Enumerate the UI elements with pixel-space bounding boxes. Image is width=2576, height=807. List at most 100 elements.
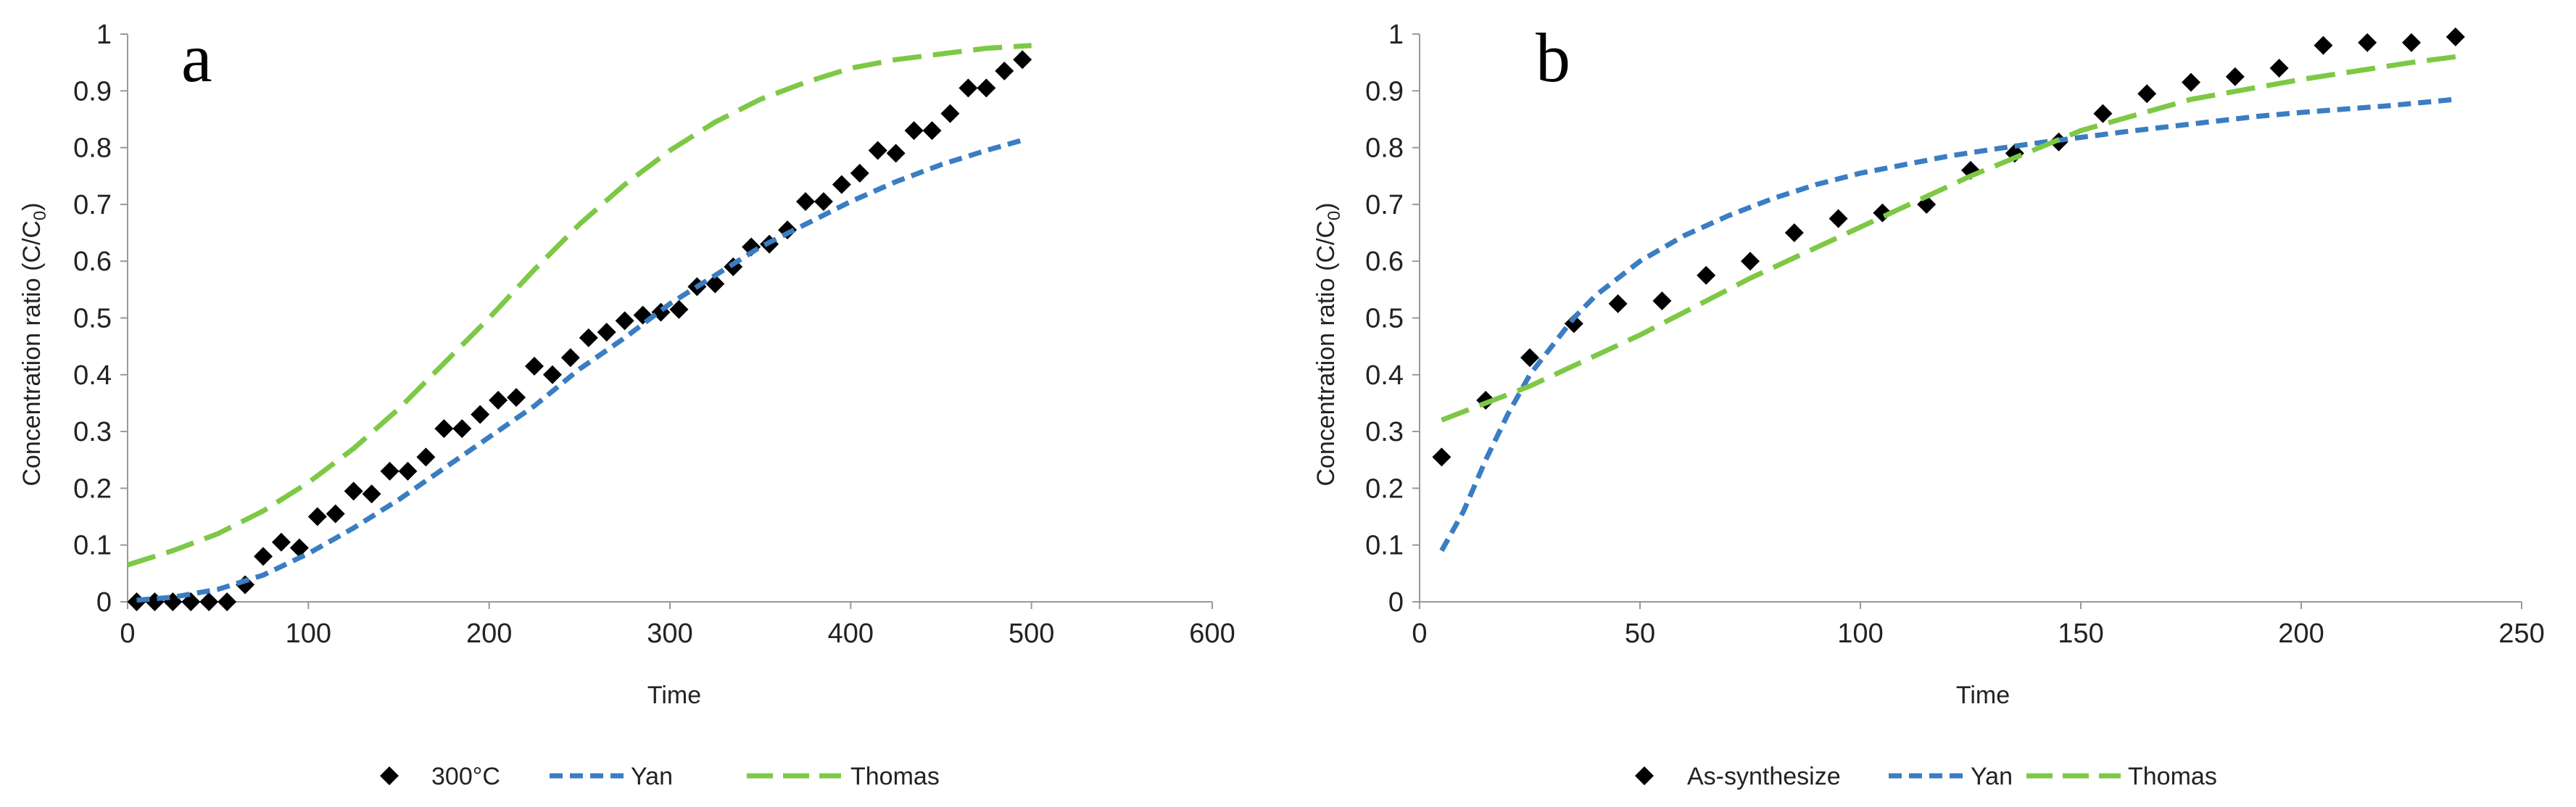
chart-a-y-tick-label: 0.4 (73, 360, 112, 391)
chart-a-y-tick-label: 1 (96, 20, 112, 50)
chart-a: 0 100 200 300 400 500 600 00.10.20.30.40.50.60… (18, 19, 1235, 790)
chart-b-y-tick-label: 0.2 (1365, 473, 1404, 504)
chart-a-y-tick-label: 0.1 (73, 531, 112, 561)
chart-b-y-tick-label: 0.3 (1365, 417, 1404, 447)
chart-a-y-tick-label: 0.6 (73, 247, 112, 277)
chart-b-y-tick-label: 0.9 (1365, 76, 1404, 107)
chart-a-data-point (597, 323, 616, 342)
chart-b-x-tick-label: 250 (2498, 618, 2544, 649)
chart-b-y-axis-label: Concentration ratio (C/C0) (1312, 202, 1344, 486)
chart-a-data-point (615, 311, 634, 331)
chart-b-x-tick-label: 200 (2278, 618, 2324, 649)
chart-a-data-point (796, 191, 815, 211)
chart-b: 0 50 100 150 200 250 0 0.1 0.2 0.3 0.4 0.5 0.6 0.7 0.… (1312, 19, 2545, 790)
chart-a-x-ticks: 0 100 200 300 400 500 600 (120, 602, 1235, 649)
chart-b-y-tick-label: 0.4 (1365, 360, 1404, 391)
chart-a-data-point (1013, 50, 1032, 70)
chart-a-data-point (289, 538, 309, 558)
chart-b-legend-label-as-synthesize: As-synthesize (1687, 763, 1841, 790)
chart-b-data-point (2182, 73, 2200, 92)
chart-a-x-axis-label: Time (647, 682, 701, 709)
chart-a-data-point (850, 163, 869, 183)
chart-b-legend-label-yan: Yan (1971, 763, 2013, 790)
chart-a-y-axis-label: Concentration ratio (C/C0) (18, 202, 50, 486)
chart-b-x-ticks: 0 50 100 150 200 250 (1412, 602, 2545, 649)
chart-b-data-point (1741, 252, 1760, 271)
chart-a-data-point (886, 144, 906, 163)
chart-b-x-tick-label: 100 (1837, 618, 1883, 649)
chart-a-data-point (542, 365, 562, 384)
chart-b-y-tick-label: 1 (1388, 20, 1404, 50)
chart-b-y-tick-label: 0 (1388, 587, 1404, 618)
chart-b-data-point (2314, 36, 2333, 55)
chart-a-legend: 300°C Yan Thomas (380, 763, 940, 790)
chart-a-data-point (904, 121, 924, 141)
chart-b-data-point (2445, 27, 2465, 46)
chart-a-legend-marker-300c (380, 766, 399, 785)
chart-a-data-point (489, 391, 508, 410)
chart-b-y-ticks: 0 0.1 0.2 0.3 0.4 0.5 0.6 0.7 0.8 0.9 1 (1365, 20, 1420, 618)
chart-b-y-tick-label: 0.7 (1365, 190, 1404, 220)
chart-b-series-as-synthesize (1432, 27, 2465, 467)
chart-a-y-ticks: 0 0.1 0.2 0.3 0.4 0.5 0.6 0.7 0.8 0.9 1 (73, 20, 128, 618)
chart-b-data-point (1697, 265, 1716, 285)
chart-a-series-300-c (127, 50, 1032, 611)
chart-b-series-yan (1439, 96, 2456, 553)
chart-b-y-tick-label: 0.6 (1365, 247, 1404, 277)
chart-a-y-tick-label: 0.2 (73, 473, 112, 504)
chart-a-data-point (271, 532, 291, 552)
chart-a-legend-label-yan: Yan (631, 763, 673, 790)
chart-a-data-point (958, 78, 978, 98)
chart-b-y-tick-label: 0.8 (1365, 133, 1404, 164)
chart-b-data-point (2137, 84, 2157, 104)
chart-a-data-point (525, 357, 544, 376)
chart-b-y-tick-label: 0.5 (1365, 304, 1404, 334)
chart-b-data-point (2225, 67, 2245, 86)
chart-a-data-point (922, 121, 942, 141)
chart-b-x-tick-label: 0 (1412, 618, 1427, 649)
chart-a-data-point (380, 461, 399, 481)
chart-a-x-tick-label: 500 (1009, 618, 1054, 649)
chart-b-panel-letter: b (1536, 19, 1570, 96)
chart-b-data-point (2402, 33, 2421, 52)
chart-a-data-point (977, 78, 996, 98)
chart-a-plot-area (127, 34, 1212, 603)
chart-a-data-point (362, 484, 381, 504)
chart-a-y-tick-label: 0.5 (73, 304, 112, 334)
chart-b-plot-area (1419, 34, 2522, 603)
chart-b-data-point (1608, 294, 1628, 313)
chart-a-data-point (398, 461, 418, 481)
chart-b-data-point (1652, 291, 1672, 311)
chart-a-legend-label-300c: 300°C (431, 763, 500, 790)
chart-a-x-tick-label: 300 (647, 618, 692, 649)
chart-a-data-point (813, 191, 833, 211)
chart-a-y-tick-label: 0.7 (73, 190, 112, 220)
chart-a-data-point (940, 104, 960, 123)
chart-b-x-axis-label: Time (1956, 682, 2010, 709)
chart-b-data-point (1432, 447, 1451, 467)
chart-a-data-point (995, 61, 1014, 80)
chart-a-x-tick-label: 400 (828, 618, 874, 649)
chart-b-data-point (2358, 33, 2377, 52)
chart-a-data-point (669, 299, 689, 319)
chart-b-data-point (1829, 209, 1848, 228)
chart-a-data-point (145, 592, 165, 611)
chart-a-data-point (326, 504, 345, 523)
chart-a-x-tick-label: 600 (1189, 618, 1235, 649)
chart-a-data-point (254, 547, 273, 566)
chart-b-legend-marker-as-synthesize (1635, 766, 1654, 785)
chart-b-series-thomas (1441, 54, 2456, 423)
chart-b-x-tick-label: 150 (2058, 618, 2103, 649)
chart-a-y-tick-label: 0.8 (73, 133, 112, 164)
chart-b-y-tick-label: 0.1 (1365, 531, 1404, 561)
chart-a-x-tick-label: 200 (466, 618, 512, 649)
chart-b-legend: As-synthesize Yan Thomas (1635, 763, 2217, 790)
chart-a-data-point (416, 447, 436, 467)
chart-a-y-tick-label: 0.3 (73, 417, 112, 447)
chart-a-data-point (868, 141, 887, 160)
chart-b-data-point (2269, 58, 2289, 78)
chart-a-legend-label-thomas: Thomas (850, 763, 940, 790)
chart-a-x-tick-label: 100 (286, 618, 331, 649)
chart-a-series-yan (136, 136, 1027, 603)
